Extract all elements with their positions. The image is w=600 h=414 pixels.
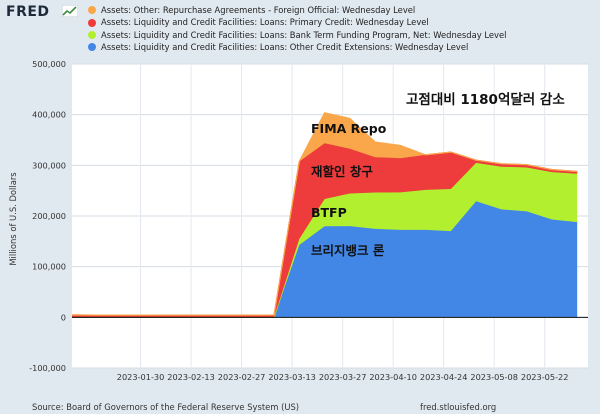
fred-chart-icon xyxy=(62,5,78,17)
y-tick-label: 400,000 xyxy=(32,110,66,120)
legend-swatch xyxy=(88,6,96,15)
legend-label: Assets: Liquidity and Credit Facilities:… xyxy=(101,42,469,53)
series-area-2 xyxy=(72,143,578,318)
legend-swatch xyxy=(88,43,96,52)
legend-item[interactable]: Assets: Other: Repurchase Agreements - F… xyxy=(88,4,506,16)
series-area-0 xyxy=(72,201,578,318)
x-tick-label: 2023-05-08 xyxy=(470,372,518,382)
fred-logo[interactable]: FRED xyxy=(6,4,50,20)
x-tick-label: 2023-02-27 xyxy=(218,372,266,382)
annotation-bridge-bank: 브리지뱅크 론 xyxy=(311,243,385,258)
chart-footer: Source: Board of Governors of the Federa… xyxy=(0,400,600,414)
x-tick-label: 2023-03-13 xyxy=(268,372,316,382)
legend-label: Assets: Liquidity and Credit Facilities:… xyxy=(101,17,429,28)
y-tick-label: 100,000 xyxy=(32,262,66,272)
y-tick-label: 300,000 xyxy=(32,160,66,170)
chart-area: -100,000 0 100,000 200,000 300,000 400,000 500… xyxy=(0,56,600,396)
y-tick-label: 0 xyxy=(61,312,66,322)
legend-item[interactable]: Assets: Liquidity and Credit Facilities:… xyxy=(88,29,506,41)
annotation-discount-window: 재할인 창구 xyxy=(311,164,373,179)
series-area-1 xyxy=(72,162,578,318)
legend-item[interactable]: Assets: Liquidity and Credit Facilities:… xyxy=(88,41,506,53)
stacked-area-chart: -100,000 0 100,000 200,000 300,000 400,000 500… xyxy=(29,59,588,382)
chart-header: FRED Assets: Other: Repurchase Agreement… xyxy=(0,0,600,56)
legend-label: Assets: Other: Repurchase Agreements - F… xyxy=(101,5,416,15)
y-tick-label: 500,000 xyxy=(32,59,66,69)
legend-swatch xyxy=(88,31,96,40)
legend-label: Assets: Liquidity and Credit Facilities:… xyxy=(101,29,507,40)
chart-legend: Assets: Other: Repurchase Agreements - F… xyxy=(88,4,506,54)
y-tick-label: 200,000 xyxy=(32,211,66,221)
annotation-fima: FIMA Repo xyxy=(311,121,387,136)
legend-item[interactable]: Assets: Liquidity and Credit Facilities:… xyxy=(88,16,506,28)
x-tick-label: 2023-01-30 xyxy=(117,372,165,382)
x-tick-label: 2023-02-13 xyxy=(167,372,215,382)
x-tick-label: 2023-04-24 xyxy=(420,372,468,382)
x-tick-label: 2023-05-22 xyxy=(521,372,569,382)
annotation-total-decline: 고점대비 1180억달러 감소 xyxy=(406,91,565,108)
x-tick-label: 2023-03-27 xyxy=(319,372,367,382)
y-axis-label: Millions of U.S. Dollars xyxy=(8,172,18,266)
series-line-3 xyxy=(71,112,578,316)
site-link[interactable]: fred.stlouisfed.org xyxy=(420,402,497,412)
x-tick-label: 2023-04-10 xyxy=(369,372,417,382)
source-note: Source: Board of Governors of the Federa… xyxy=(32,402,300,412)
legend-swatch xyxy=(88,18,96,27)
y-tick-label: -100,000 xyxy=(29,363,66,373)
annotation-btfp: BTFP xyxy=(311,205,347,220)
